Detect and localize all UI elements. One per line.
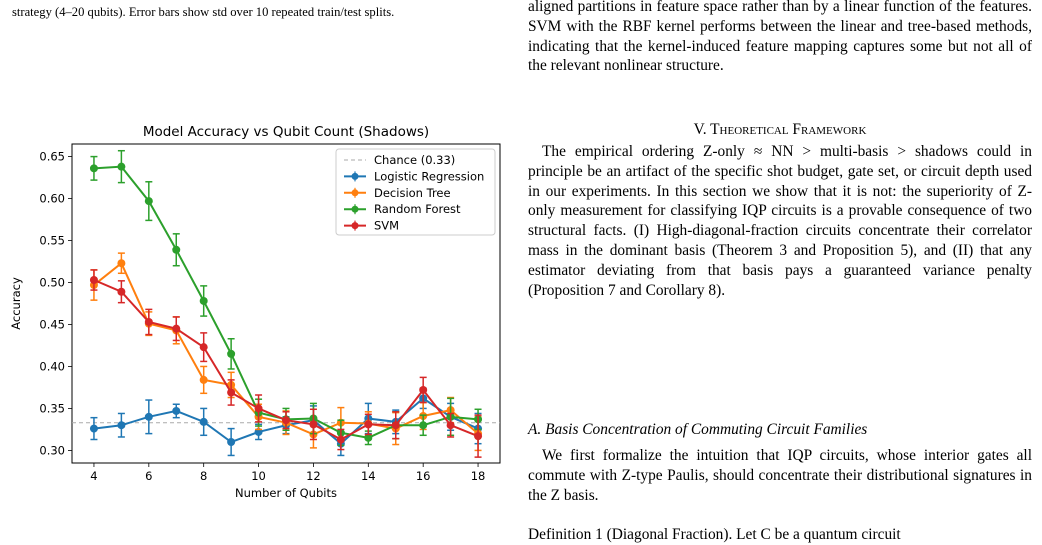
paragraph-basis-concentration: We first formalize the intuition that IQ…	[528, 447, 1032, 504]
x-tick-label: 14	[361, 469, 376, 483]
data-point	[391, 421, 400, 430]
legend-chance-label: Chance (0.33)	[374, 153, 455, 167]
data-point	[419, 385, 428, 394]
data-point	[364, 433, 373, 442]
data-point	[364, 420, 373, 429]
x-tick-label: 10	[251, 469, 266, 483]
section-heading: V. Theoretical Framework	[693, 121, 867, 138]
data-point	[199, 343, 208, 352]
y-tick-label: 0.30	[39, 443, 65, 457]
data-point	[199, 375, 208, 384]
y-tick-label: 0.55	[39, 234, 65, 248]
data-point	[446, 421, 455, 430]
data-point	[117, 287, 126, 296]
legend-swatch-marker	[351, 205, 359, 213]
chart-svg: Model Accuracy vs Qubit Count (Shadows) 4…	[9, 124, 501, 500]
chart-title: Model Accuracy vs Qubit Count (Shadows)	[143, 124, 429, 140]
data-point	[199, 417, 208, 426]
data-point	[309, 420, 318, 429]
data-point	[227, 349, 236, 358]
legend-label: Random Forest	[374, 202, 461, 216]
definition-line: Definition 1 (Diagonal Fraction). Let C …	[528, 526, 901, 543]
y-tick-label: 0.65	[39, 150, 65, 164]
data-point	[254, 404, 263, 413]
data-point	[89, 275, 98, 284]
x-tick-label: 18	[471, 469, 486, 483]
paragraph-theoretical-framework: The empirical ordering Z-only ≈ NN > mul…	[528, 143, 1032, 299]
data-point	[419, 421, 428, 430]
x-tick-label: 6	[145, 469, 152, 483]
y-tick-label: 0.40	[39, 359, 65, 373]
data-point	[227, 388, 236, 397]
x-tick-label: 8	[200, 469, 207, 483]
legend-label: Decision Tree	[374, 186, 451, 200]
x-tick-label: 4	[90, 469, 97, 483]
figure-caption: strategy (4–20 qubits). Error bars show …	[12, 5, 395, 19]
legend-swatch-marker	[351, 172, 359, 180]
y-tick-label: 0.50	[39, 276, 65, 290]
x-tick-label: 12	[306, 469, 321, 483]
data-point	[172, 245, 181, 254]
legend-label: Logistic Regression	[374, 169, 484, 183]
data-point	[227, 438, 236, 447]
x-tick-label: 16	[416, 469, 431, 483]
data-point	[474, 432, 483, 441]
data-point	[144, 197, 153, 206]
legend-label: SVM	[374, 219, 399, 233]
paragraph-model-comparison: aligned partitions in feature space rath…	[528, 0, 1032, 75]
data-point	[117, 421, 126, 430]
data-point	[117, 259, 126, 268]
accuracy-chart: Model Accuracy vs Qubit Count (Shadows) 4…	[0, 118, 510, 528]
data-point	[144, 317, 153, 326]
data-point	[336, 435, 345, 444]
data-point	[89, 164, 98, 173]
legend-swatch-marker	[351, 222, 359, 230]
y-tick-label: 0.45	[39, 317, 65, 331]
y-axis-label: Accuracy	[9, 277, 23, 330]
legend-box	[335, 148, 496, 236]
x-axis-label: Number of Qubits	[235, 486, 337, 500]
data-point	[172, 324, 181, 333]
data-point	[282, 416, 290, 425]
legend-swatch-marker	[351, 189, 359, 197]
data-point	[89, 424, 98, 433]
data-point	[199, 296, 208, 305]
subsection-heading: A. Basis Concentration of Commuting Circ…	[528, 421, 868, 438]
data-point	[144, 412, 153, 421]
y-tick-label: 0.60	[39, 192, 65, 206]
y-tick-label: 0.35	[39, 401, 65, 415]
data-point	[172, 406, 181, 415]
data-point	[117, 162, 126, 171]
